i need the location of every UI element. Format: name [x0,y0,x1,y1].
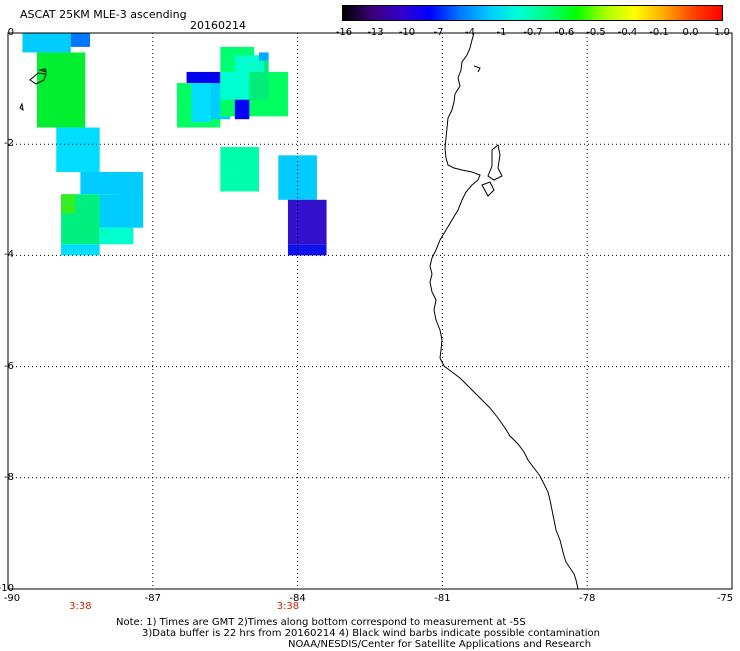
longitude-label: -84 [289,593,306,604]
longitude-label: -75 [716,593,734,604]
longitude-label: -78 [579,593,596,604]
latitude-label: -10 [0,583,14,594]
wind-cell [99,227,134,245]
wind-cell [287,244,327,256]
latitude-label: -8 [4,471,14,483]
island-outline [481,181,495,197]
latitude-label: -6 [4,360,14,372]
coastline-gulf [487,144,503,181]
note-line-3: NOAA/NESDIS/Center for Satellite Applica… [288,639,592,650]
island-outline [38,68,47,73]
latitude-label: -4 [4,249,14,261]
wind-cell [220,71,250,100]
island-outline [29,72,47,85]
wind-cell [80,172,124,195]
wind-cell [220,146,259,192]
wind-cell [61,244,100,256]
longitude-label: -90 [3,593,21,604]
wind-cell [234,55,264,72]
wind-cell [287,199,327,245]
color-scale-bar [342,5,723,21]
coastline [429,32,579,590]
note-line-1: Note: 1) Times are GMT 2)Times along bot… [116,617,526,628]
wind-cell [36,52,86,128]
wind-cell [22,33,71,53]
note-line-2: 3)Data buffer is 22 hrs from 20160214 4)… [142,628,600,639]
coastline-detail [473,65,481,73]
wind-cell [61,194,76,214]
latitude-label: 0 [7,27,14,38]
latitude-label: -2 [4,138,14,150]
wind-cell [191,83,211,122]
wind-cell [234,99,250,120]
map-date: 20160214 [190,19,246,32]
longitude-label: -81 [434,593,451,604]
longitude-label: -87 [144,593,161,604]
map-frame [7,32,733,590]
wind-cell [119,172,144,228]
wind-cell [258,52,269,61]
island-outline [19,102,24,112]
map-title: ASCAT 25KM MLE-3 ascending [20,8,187,21]
pass-time-label: 3:38 [276,601,300,612]
wind-cell [56,127,100,172]
wind-cell [186,71,221,84]
wind-cell [70,33,91,47]
pass-time-label: 3:38 [69,601,92,612]
